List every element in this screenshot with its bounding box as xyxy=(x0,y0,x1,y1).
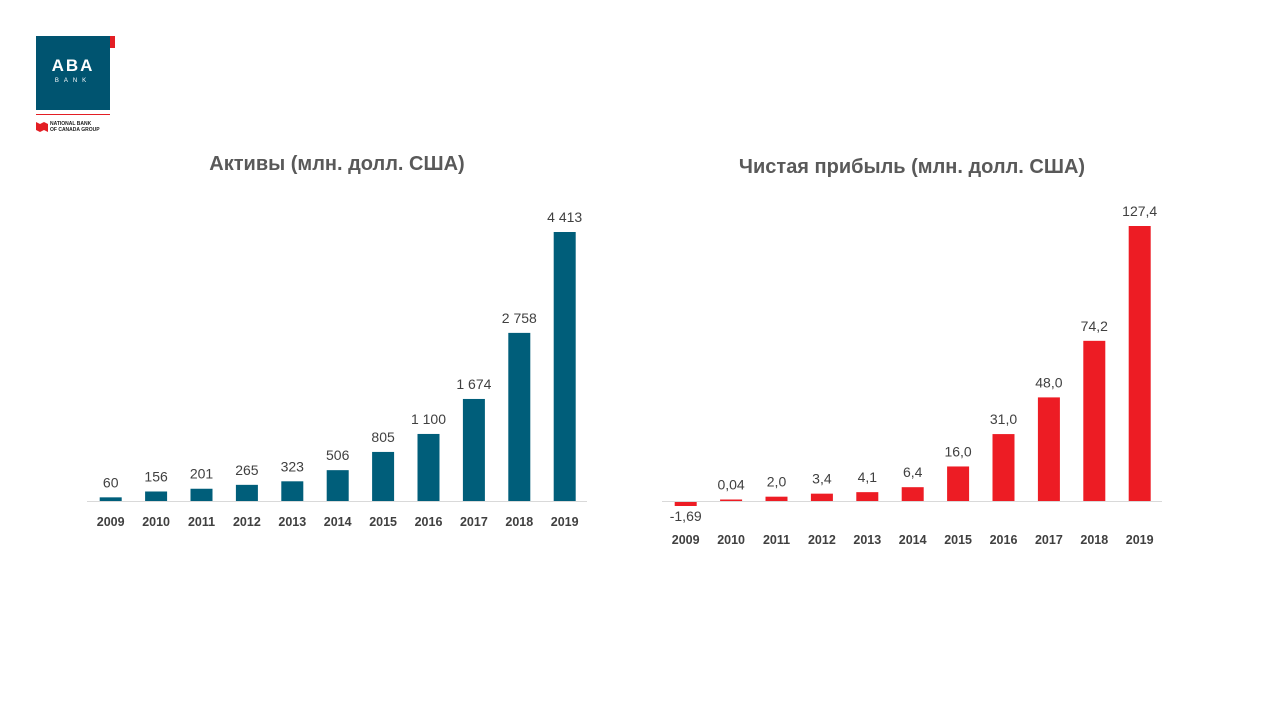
assets-bar-2019 xyxy=(553,232,576,501)
profit-bar-2016 xyxy=(992,434,1015,501)
logo-divider xyxy=(36,114,110,115)
assets-data-label-2013: 323 xyxy=(281,458,305,474)
profit-bar-2014 xyxy=(901,487,924,501)
profit-bar-2011 xyxy=(765,496,788,501)
assets-bar-2009 xyxy=(99,497,122,501)
assets-x-tick-2011: 2011 xyxy=(188,515,215,529)
profit-data-label-2015: 16,0 xyxy=(944,443,971,459)
logo-group-line-2: OF CANADA GROUP xyxy=(50,127,100,133)
profit-data-label-2014: 6,4 xyxy=(903,464,923,480)
profit-x-tick-2016: 2016 xyxy=(990,533,1018,547)
assets-bar-2016 xyxy=(417,433,440,501)
profit-data-label-2019: 127,4 xyxy=(1122,203,1157,219)
profit-x-tick-2014: 2014 xyxy=(899,533,927,547)
assets-x-tick-2009: 2009 xyxy=(97,515,125,529)
profit-x-tick-2009: 2009 xyxy=(672,533,700,547)
profit-bar-2019 xyxy=(1128,226,1151,501)
profit-x-tick-2013: 2013 xyxy=(853,533,881,547)
assets-x-tick-2012: 2012 xyxy=(233,515,261,529)
profit-x-tick-2019: 2019 xyxy=(1126,533,1154,547)
logo-subname: BANK xyxy=(54,78,92,84)
profit-x-tick-2018: 2018 xyxy=(1080,533,1108,547)
profit-data-label-2013: 4,1 xyxy=(858,469,878,485)
profit-data-label-2016: 31,0 xyxy=(990,411,1017,427)
net-profit-chart-title: Чистая прибыль (млн. долл. США) xyxy=(738,156,1086,178)
assets-bar-2015 xyxy=(372,451,395,501)
logo-box: ABA BANK xyxy=(36,36,110,110)
profit-x-tick-2010: 2010 xyxy=(717,533,745,547)
profit-x-tick-2011: 2011 xyxy=(763,533,790,547)
assets-bar-2017 xyxy=(462,398,485,501)
profit-bar-2009 xyxy=(674,502,697,506)
assets-data-label-2016: 1 100 xyxy=(411,411,446,427)
assets-data-label-2019: 4 413 xyxy=(547,209,582,225)
aba-bank-logo: ABA BANK NATIONAL BANK OF CANADA GROUP xyxy=(36,36,116,136)
assets-x-tick-2016: 2016 xyxy=(415,515,443,529)
assets-data-label-2014: 506 xyxy=(326,447,350,463)
profit-x-tick-2015: 2015 xyxy=(944,533,972,547)
assets-data-label-2010: 156 xyxy=(144,468,168,484)
profit-data-label-2012: 3,4 xyxy=(812,471,832,487)
assets-bar-2010 xyxy=(145,491,168,501)
assets-x-tick-2018: 2018 xyxy=(505,515,533,529)
assets-bar-2018 xyxy=(508,332,531,501)
assets-x-tick-2017: 2017 xyxy=(460,515,488,529)
profit-bar-2015 xyxy=(947,466,970,501)
assets-x-tick-2010: 2010 xyxy=(142,515,170,529)
assets-bar-2012 xyxy=(235,484,258,501)
profit-bar-2017 xyxy=(1037,397,1060,501)
profit-bar-2010 xyxy=(720,499,743,501)
assets-data-label-2015: 805 xyxy=(371,429,395,445)
logo-group-line-1: NATIONAL BANK xyxy=(50,121,92,127)
national-bank-flag-icon xyxy=(36,122,48,132)
assets-x-tick-2013: 2013 xyxy=(278,515,306,529)
profit-data-label-2011: 2,0 xyxy=(767,474,787,490)
assets-x-tick-2015: 2015 xyxy=(369,515,397,529)
assets-chart-title: Активы (млн. долл. США) xyxy=(209,153,465,175)
assets-data-label-2009: 60 xyxy=(103,474,119,490)
assets-x-tick-2014: 2014 xyxy=(324,515,352,529)
profit-data-label-2010: 0,04 xyxy=(717,477,744,493)
assets-bar-2013 xyxy=(281,481,304,501)
profit-bar-2013 xyxy=(856,492,879,501)
profit-x-tick-2017: 2017 xyxy=(1035,533,1063,547)
profit-data-label-2018: 74,2 xyxy=(1081,318,1108,334)
logo-corner-mark xyxy=(110,36,115,48)
assets-data-label-2012: 265 xyxy=(235,462,259,478)
logo-group-text: NATIONAL BANK OF CANADA GROUP xyxy=(50,121,100,133)
profit-x-tick-2012: 2012 xyxy=(808,533,836,547)
profit-data-label-2017: 48,0 xyxy=(1035,374,1062,390)
logo-name: ABA xyxy=(51,56,95,75)
profit-bar-2018 xyxy=(1083,340,1106,501)
assets-data-label-2011: 201 xyxy=(190,466,214,482)
assets-bar-2014 xyxy=(326,470,349,501)
assets-data-label-2017: 1 674 xyxy=(456,376,491,392)
assets-bar-2011 xyxy=(190,488,213,501)
profit-bar-2012 xyxy=(810,493,833,501)
profit-data-label-2009: -1,69 xyxy=(670,508,702,524)
assets-x-tick-2019: 2019 xyxy=(551,515,579,529)
assets-data-label-2018: 2 758 xyxy=(502,310,537,326)
